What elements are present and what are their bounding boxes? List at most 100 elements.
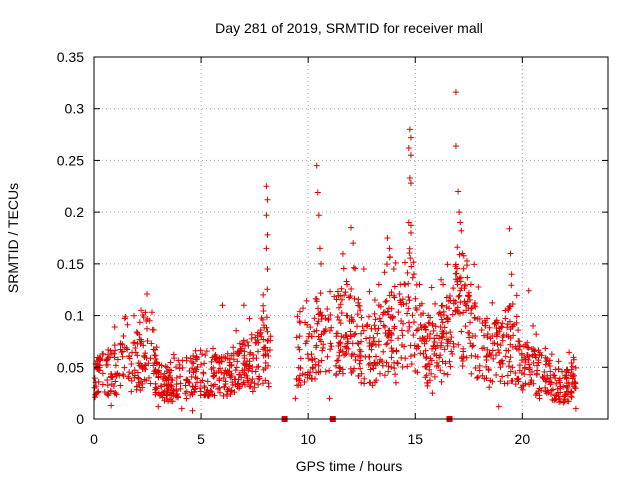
y-tick-label: 0.2 xyxy=(65,204,85,220)
data-point xyxy=(147,380,154,387)
data-point xyxy=(515,327,522,334)
data-point xyxy=(380,348,387,355)
data-point xyxy=(240,379,247,386)
data-point xyxy=(137,360,144,367)
data-point xyxy=(410,332,417,339)
data-point xyxy=(429,322,436,329)
data-point xyxy=(513,313,520,320)
data-point xyxy=(169,377,176,384)
data-point xyxy=(478,327,485,334)
axis-ticks xyxy=(93,56,608,420)
data-point xyxy=(403,300,410,307)
data-point xyxy=(112,347,119,354)
y-tick-label: 0.3 xyxy=(65,101,85,117)
data-point xyxy=(542,361,549,368)
data-point xyxy=(348,224,354,231)
data-point xyxy=(410,319,417,326)
data-point xyxy=(238,347,245,354)
data-point xyxy=(128,377,135,384)
data-point xyxy=(183,354,190,361)
data-point xyxy=(483,353,490,360)
data-point xyxy=(370,334,377,341)
data-point xyxy=(396,297,403,304)
data-point xyxy=(349,351,356,358)
data-point xyxy=(548,351,555,358)
data-point xyxy=(322,326,329,333)
data-point xyxy=(459,363,466,370)
data-point xyxy=(399,363,406,370)
data-point xyxy=(513,292,520,299)
data-point xyxy=(355,373,362,380)
data-point xyxy=(570,356,577,363)
data-point xyxy=(464,258,471,265)
data-point xyxy=(431,373,438,380)
data-point xyxy=(459,357,466,364)
data-point xyxy=(228,388,235,395)
data-point xyxy=(525,361,532,368)
data-point xyxy=(327,346,334,353)
data-point xyxy=(134,369,141,376)
data-point xyxy=(512,370,519,377)
data-point xyxy=(422,374,429,381)
data-point xyxy=(375,302,382,309)
data-point xyxy=(496,328,503,335)
data-point xyxy=(183,388,190,395)
data-point xyxy=(461,298,468,305)
data-point xyxy=(349,340,356,347)
data-point xyxy=(200,369,207,376)
data-point xyxy=(405,319,412,326)
data-point xyxy=(565,369,572,376)
data-point xyxy=(343,312,350,319)
data-point xyxy=(333,362,340,369)
data-point xyxy=(395,309,402,316)
data-point xyxy=(260,308,267,315)
data-point xyxy=(367,366,374,373)
data-point xyxy=(358,314,365,321)
y-tick-label: 0.05 xyxy=(57,359,84,375)
data-point xyxy=(381,372,388,379)
data-point xyxy=(382,298,389,305)
data-point xyxy=(447,329,454,336)
data-point xyxy=(313,296,320,303)
data-point xyxy=(455,188,462,195)
data-point xyxy=(438,378,445,385)
data-point xyxy=(493,372,500,379)
data-point xyxy=(505,363,512,370)
data-point xyxy=(535,359,542,366)
data-point xyxy=(375,281,382,288)
data-point xyxy=(416,281,423,288)
data-point xyxy=(377,318,384,325)
data-point xyxy=(129,370,136,377)
data-point xyxy=(344,281,351,288)
data-point xyxy=(204,387,211,394)
data-point xyxy=(409,312,416,319)
data-point xyxy=(433,352,440,359)
data-point xyxy=(364,321,371,328)
data-point xyxy=(316,245,323,252)
data-point xyxy=(432,323,439,330)
data-point xyxy=(414,369,421,376)
data-point xyxy=(107,347,114,354)
data-point xyxy=(193,353,200,360)
data-point xyxy=(203,348,210,355)
data-point xyxy=(263,183,270,190)
data-point xyxy=(210,345,216,352)
data-point xyxy=(417,335,424,342)
data-point xyxy=(305,333,312,340)
data-point xyxy=(351,295,358,302)
data-point xyxy=(568,388,575,395)
data-point xyxy=(457,219,464,226)
data-point xyxy=(431,335,438,342)
data-point xyxy=(465,292,472,299)
data-point xyxy=(533,331,540,338)
data-point xyxy=(332,372,339,379)
data-point xyxy=(455,341,462,348)
data-point xyxy=(391,283,398,290)
data-point xyxy=(309,356,316,363)
data-point xyxy=(338,285,345,292)
data-point xyxy=(263,245,270,252)
data-point xyxy=(117,346,124,353)
data-point xyxy=(111,354,118,361)
data-point xyxy=(474,353,481,360)
data-point xyxy=(422,355,429,362)
